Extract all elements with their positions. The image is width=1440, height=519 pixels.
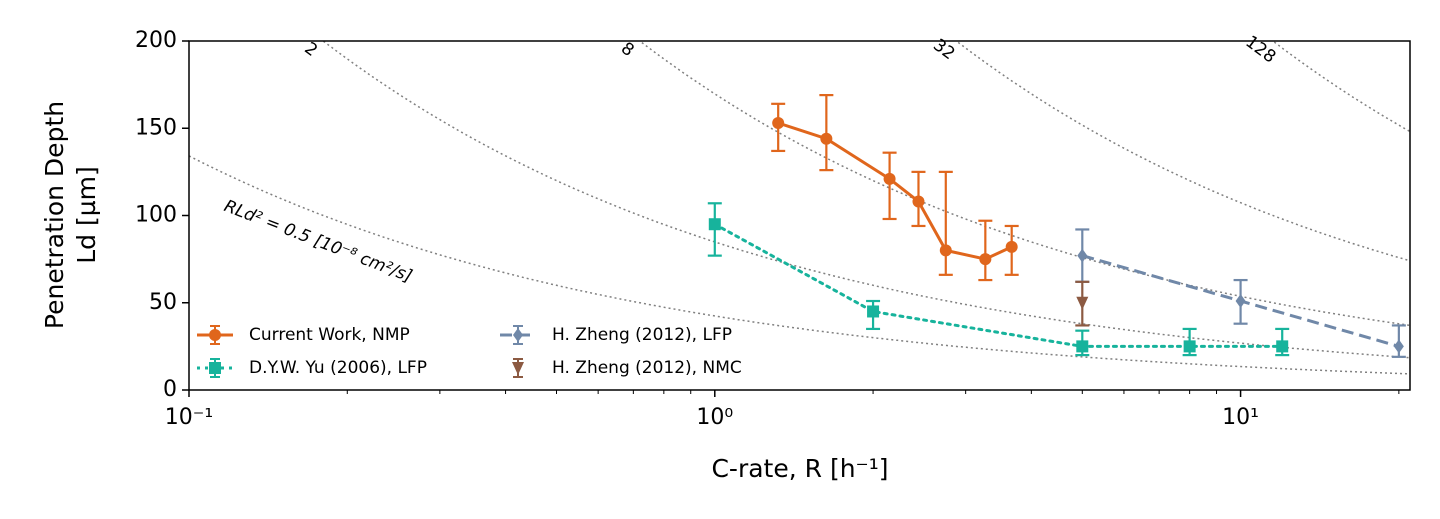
marker (708, 218, 721, 231)
legend-label: H. Zheng (2012), NMC (552, 358, 742, 378)
error-bar (938, 170, 953, 276)
marker (883, 172, 896, 185)
data-group (707, 93, 1406, 358)
y-axis-label: Ld [µm] (72, 166, 101, 264)
legend-entry: H. Zheng (2012), LFP (500, 325, 732, 345)
legend-label: D.Y.W. Yu (2006), LFP (249, 358, 427, 378)
marker (1076, 340, 1089, 353)
legend-label: Current Work, NMP (249, 325, 410, 345)
legend-entry: D.Y.W. Yu (2006), LFP (197, 358, 427, 378)
legend-marker (209, 362, 221, 374)
contour-line (321, 41, 1410, 359)
marker (1393, 339, 1404, 354)
y-tick-label: 200 (135, 28, 177, 53)
y-tick-label: 150 (135, 115, 177, 140)
y-tick-label: 50 (149, 290, 177, 315)
marker (1276, 340, 1289, 353)
marker (979, 253, 992, 266)
legend-entry: Current Work, NMP (197, 325, 410, 345)
marker (867, 305, 880, 318)
marker (1077, 248, 1088, 263)
error-bar (882, 151, 897, 221)
marker (1183, 340, 1196, 353)
x-tick-label: 10⁻¹ (165, 405, 213, 430)
legend-entry: H. Zheng (2012), NMC (512, 358, 742, 378)
y-tick-label: 0 (163, 377, 177, 402)
x-tick-label: 10¹ (1222, 405, 1259, 430)
marker (772, 117, 785, 130)
contour-line (189, 155, 1410, 375)
marker (1005, 240, 1018, 253)
marker (939, 244, 952, 257)
y-axis-label: Penetration Depth (40, 101, 69, 329)
marker (1235, 294, 1246, 309)
y-tick-label: 100 (135, 203, 177, 228)
x-tick-label: 10⁰ (696, 405, 733, 430)
marker (912, 195, 925, 208)
contour-line (638, 41, 1410, 327)
error-bar (819, 93, 834, 172)
marker (1076, 296, 1089, 310)
legend-label: H. Zheng (2012), LFP (552, 325, 732, 345)
error-bar (978, 219, 993, 282)
legend-marker (512, 362, 524, 375)
contour-group (189, 41, 1410, 375)
legend-marker (209, 329, 221, 341)
legend-marker (513, 328, 523, 342)
x-axis-label: C-rate, R [h⁻¹] (711, 454, 888, 483)
marker (820, 132, 833, 145)
